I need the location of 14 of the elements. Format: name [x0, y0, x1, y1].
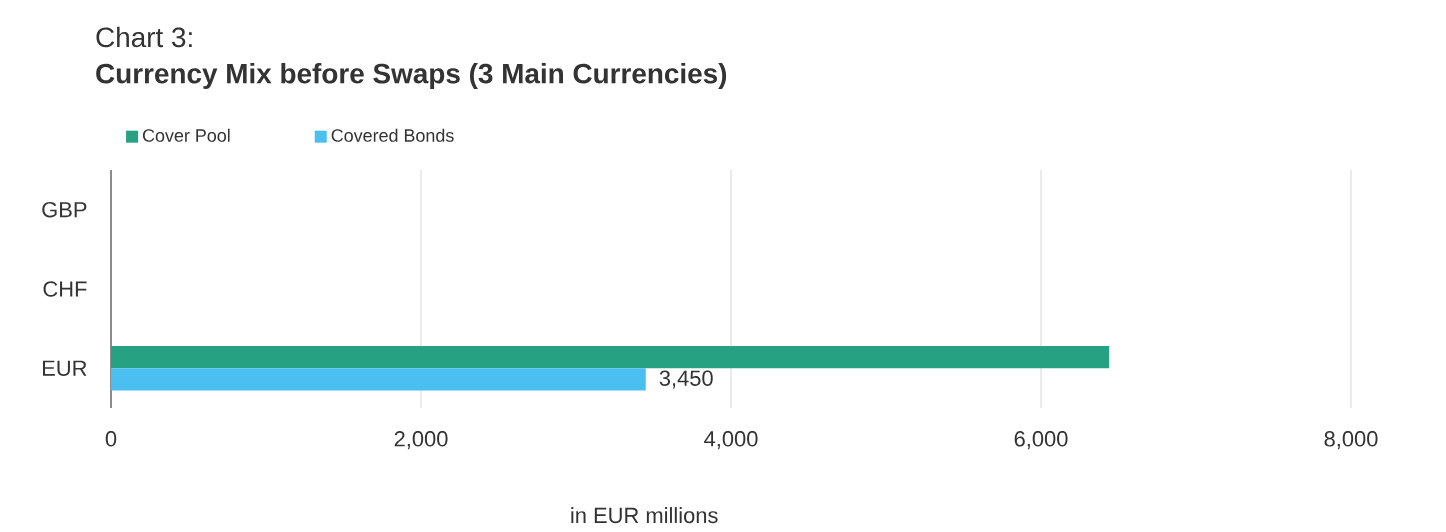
x-tick-label: 0 [105, 431, 117, 447]
x-tick-label: 6,000 [1014, 431, 1068, 450]
legend-label: Cover Pool [142, 128, 230, 142]
x-tick-label: 4,000 [704, 431, 758, 450]
x-axis-title: in EUR millions [571, 507, 718, 524]
y-tick-label: GBP [42, 201, 87, 218]
x-tick-label: 2,000 [394, 431, 448, 450]
y-tick-label: EUR [43, 360, 87, 376]
legend-label: Covered Bonds [331, 128, 454, 142]
chart-subtitle: Currency Mix before Swaps (3 Main Currencies) [96, 62, 727, 89]
y-tick-label: CHF [43, 281, 87, 297]
x-tick-label: 8,000 [1324, 431, 1378, 450]
data-label: 3,450 [659, 370, 713, 389]
chart-title: Chart 3: [96, 26, 192, 48]
